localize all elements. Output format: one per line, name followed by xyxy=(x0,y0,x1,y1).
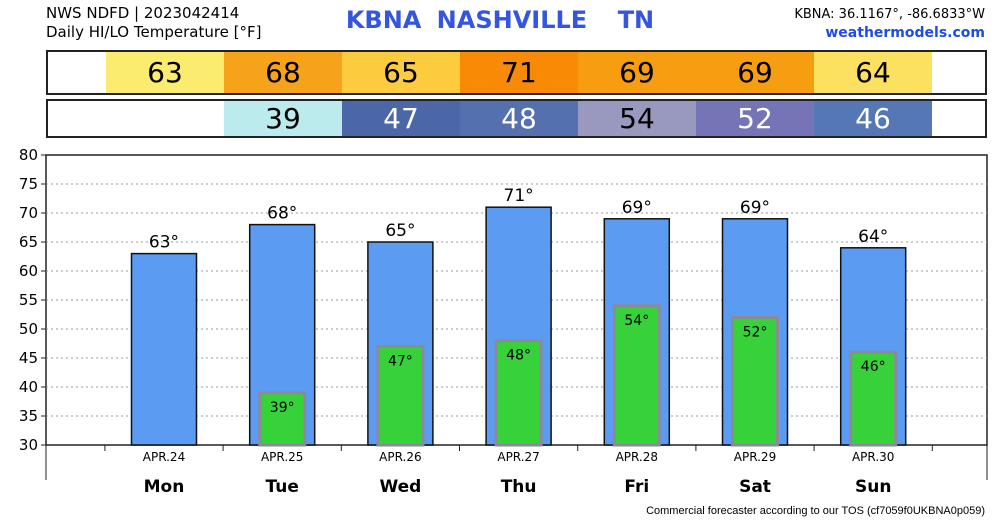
day-label: Wed xyxy=(379,477,421,497)
low-temp-cell xyxy=(106,101,224,136)
high-temp-cell: 63 xyxy=(106,52,224,93)
high-temp-cell: 69 xyxy=(578,52,696,93)
low-temp-bar xyxy=(731,315,779,447)
low-temp-strip: 39 47 48 54 52 46 xyxy=(46,99,987,138)
day-label: Tue xyxy=(266,477,299,497)
footer-note: Commercial forecaster according to our T… xyxy=(646,505,985,517)
day-label: Fri xyxy=(624,477,649,497)
high-temp-label: 63° xyxy=(149,233,179,253)
low-temp-cell: 54 xyxy=(578,101,696,136)
high-temp-cell: 65 xyxy=(342,52,460,93)
date-label: APR.27 xyxy=(497,450,539,464)
station-coords: KBNA: 36.1167°, -86.6833°W xyxy=(794,7,985,22)
low-temp-label: 46° xyxy=(861,359,886,375)
header-info: NWS NDFD | 2023042414 Daily HI/LO Temper… xyxy=(46,4,262,42)
high-temp-cell: 68 xyxy=(224,52,342,93)
low-temp-label: 54° xyxy=(624,313,649,329)
date-label: APR.25 xyxy=(261,450,303,464)
y-tick-label: 60 xyxy=(19,262,38,280)
high-temp-label: 68° xyxy=(267,204,297,224)
low-temp-bar xyxy=(849,350,898,447)
day-label: Sat xyxy=(739,477,771,497)
date-label: APR.26 xyxy=(379,450,421,464)
header-right: KBNA: 36.1167°, -86.6833°W weathermodels… xyxy=(794,5,985,43)
low-temp-cell: 39 xyxy=(224,101,342,136)
site-link[interactable]: weathermodels.com xyxy=(825,25,985,41)
low-temp-bar xyxy=(612,304,661,447)
y-tick-label: 65 xyxy=(19,233,38,251)
high-temp-label: 71° xyxy=(504,186,534,206)
high-temp-cell: 69 xyxy=(696,52,814,93)
low-temp-cell: 52 xyxy=(696,101,814,136)
low-temp-bar xyxy=(376,344,425,447)
variable-line: Daily HI/LO Temperature [°F] xyxy=(46,23,262,41)
date-label: APR.30 xyxy=(852,450,894,464)
day-label: Sun xyxy=(855,477,891,497)
day-label: Mon xyxy=(144,477,185,497)
low-temp-label: 47° xyxy=(388,353,413,369)
y-tick-label: 40 xyxy=(19,378,38,396)
low-temp-cell: 47 xyxy=(342,101,460,136)
y-tick-label: 80 xyxy=(19,146,38,164)
high-temp-label: 69° xyxy=(622,198,652,218)
date-label: APR.29 xyxy=(734,450,776,464)
high-temp-label: 69° xyxy=(740,198,770,218)
y-tick-label: 75 xyxy=(19,175,38,193)
high-temp-bar xyxy=(130,252,198,446)
y-tick-label: 35 xyxy=(19,407,38,425)
product-line: NWS NDFD | 2023042414 xyxy=(46,4,240,22)
high-temp-cell: 71 xyxy=(460,52,578,93)
high-temp-label: 65° xyxy=(385,221,415,241)
y-tick-label: 50 xyxy=(19,320,38,338)
y-tick-label: 30 xyxy=(19,436,38,454)
low-temp-bar xyxy=(494,339,543,447)
high-temp-label: 64° xyxy=(858,227,888,247)
low-temp-cell: 48 xyxy=(460,101,578,136)
low-temp-label: 39° xyxy=(270,400,295,416)
low-temp-bar xyxy=(258,391,307,447)
y-tick-label: 55 xyxy=(19,291,38,309)
low-temp-label: 48° xyxy=(506,348,531,364)
low-temp-cell: 46 xyxy=(814,101,932,136)
day-label: Thu xyxy=(501,477,537,497)
date-label: APR.28 xyxy=(616,450,658,464)
high-temp-strip: 63 68 65 71 69 69 64 xyxy=(46,50,987,95)
low-temp-label: 52° xyxy=(743,324,768,340)
date-label: APR.24 xyxy=(143,450,185,464)
y-tick-label: 70 xyxy=(19,204,38,222)
high-temp-cell: 64 xyxy=(814,52,932,93)
y-tick-label: 45 xyxy=(19,349,38,367)
